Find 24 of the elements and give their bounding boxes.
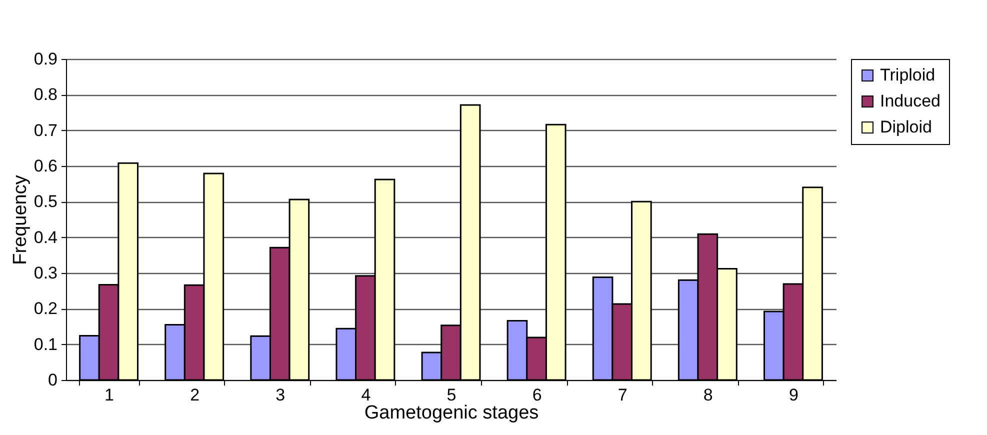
y-tick-label: 0.3: [34, 264, 58, 282]
y-tick-label: 0: [48, 370, 58, 390]
x-tick-label: 3: [276, 386, 286, 404]
x-tick-label: 2: [190, 386, 200, 404]
x-tick-label: 6: [532, 386, 542, 404]
y-tick-label: 0.2: [34, 299, 58, 318]
x-tick-label: 7: [618, 386, 628, 404]
y-tick-label: 0.7: [34, 120, 58, 140]
y-tick-label: 0.1: [34, 334, 58, 354]
y-tick-label: 0.6: [34, 156, 58, 176]
x-tick-label: 1: [104, 386, 114, 404]
x-tick-label: 8: [703, 386, 713, 404]
x-axis-title: Gametogenic stages: [364, 402, 539, 424]
x-tick-label: 4: [361, 386, 371, 404]
y-tick-label: 0.4: [34, 228, 58, 247]
y-tick-label: 0.9: [34, 50, 58, 68]
y-tick-label: 0.5: [34, 192, 58, 212]
y-axis-title: Frequency: [10, 174, 31, 265]
x-tick-label: 9: [788, 386, 798, 404]
legend-label: Induced: [880, 92, 940, 110]
x-tick-label: 5: [446, 386, 456, 404]
legend-label: Triploid: [880, 66, 936, 84]
y-tick-label: 0.8: [34, 85, 58, 104]
legend-label: Diploid: [880, 118, 932, 136]
